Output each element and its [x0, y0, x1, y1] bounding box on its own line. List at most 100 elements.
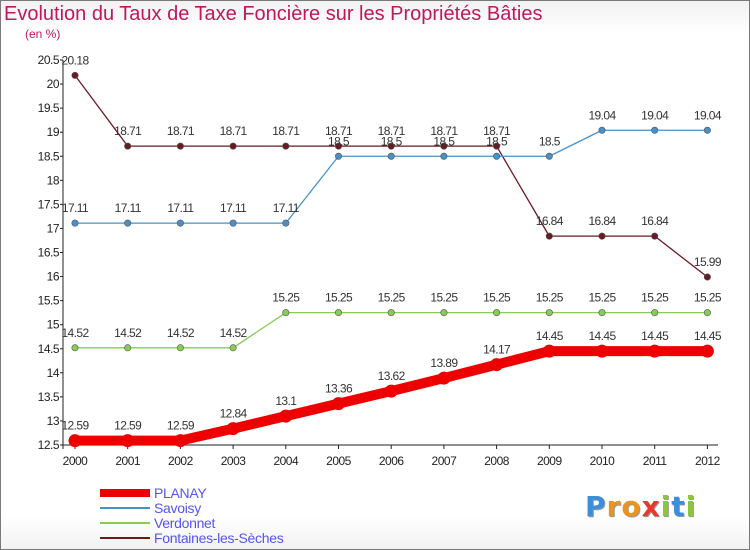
- y-tick-label: 12.5: [38, 438, 60, 452]
- data-point: [598, 309, 606, 317]
- data-point: [490, 358, 504, 372]
- y-tick-label: 17: [47, 221, 60, 235]
- data-label: 18.71: [430, 124, 458, 138]
- y-tick-label: 17.5: [38, 197, 60, 211]
- data-point: [542, 344, 556, 358]
- data-point: [279, 409, 293, 423]
- y-tick-label: 18.5: [38, 149, 60, 163]
- data-label: 14.52: [61, 326, 89, 340]
- data-label: 15.25: [483, 291, 511, 305]
- data-label: 20.18: [61, 53, 89, 67]
- data-label: 18.5: [381, 134, 403, 148]
- data-label: 13.1: [275, 394, 297, 408]
- data-point: [384, 384, 398, 398]
- legend-label: PLANAY: [154, 485, 207, 501]
- data-label: 14.52: [167, 326, 195, 340]
- y-tick-label: 14: [47, 366, 60, 380]
- data-point: [229, 344, 237, 352]
- data-label: 15.25: [694, 291, 722, 305]
- data-point: [176, 219, 184, 227]
- data-label: 15.25: [430, 291, 458, 305]
- x-tick-label: 2007: [432, 454, 458, 468]
- y-tick-label: 14.5: [38, 342, 60, 356]
- data-point: [387, 152, 395, 160]
- data-label: 19.04: [694, 108, 722, 122]
- unit-label: (en %): [25, 27, 61, 41]
- data-point: [651, 126, 659, 134]
- data-label: 17.11: [167, 201, 194, 215]
- y-tick-label: 16.5: [38, 246, 60, 260]
- chart-title: Evolution du Taux de Taxe Foncière sur l…: [4, 3, 543, 25]
- data-label: 18.5: [433, 134, 455, 148]
- data-label: 14.45: [641, 329, 669, 343]
- x-tick-label: 2003: [221, 454, 247, 468]
- data-label: 18.71: [114, 124, 142, 138]
- data-point: [334, 309, 342, 317]
- data-point: [648, 344, 662, 358]
- y-tick-label: 15.5: [38, 294, 60, 308]
- data-label: 18.71: [220, 124, 248, 138]
- data-point: [387, 309, 395, 317]
- data-label: 15.25: [588, 291, 616, 305]
- data-label: 15.99: [694, 255, 722, 269]
- data-point: [545, 152, 553, 160]
- x-tick-label: 2001: [115, 454, 141, 468]
- data-label: 14.45: [588, 329, 616, 343]
- x-tick-label: 2009: [537, 454, 563, 468]
- data-label: 17.11: [62, 201, 89, 215]
- data-label: 19.04: [641, 108, 669, 122]
- logo-letter: o: [621, 490, 642, 523]
- data-point: [703, 309, 711, 317]
- data-label: 18.71: [272, 124, 300, 138]
- data-point: [334, 152, 342, 160]
- y-tick-label: 15: [47, 318, 60, 332]
- x-tick-label: 2000: [63, 454, 89, 468]
- x-tick-label: 2008: [484, 454, 510, 468]
- series-line-fontaines-les-s-ches: [74, 75, 708, 278]
- data-point: [68, 434, 82, 448]
- data-label: 12.59: [114, 419, 142, 433]
- data-point: [173, 434, 187, 448]
- data-label: 18.71: [378, 124, 406, 138]
- data-point: [282, 309, 290, 317]
- y-tick-label: 13: [47, 414, 60, 428]
- data-point: [71, 71, 79, 79]
- logo-letter: x: [641, 490, 661, 523]
- y-tick-label: 19: [47, 125, 60, 139]
- data-label: 12.59: [167, 419, 195, 433]
- logo-letter: r: [606, 490, 622, 523]
- data-label: 16.84: [641, 214, 669, 228]
- data-label: 12.84: [220, 407, 248, 421]
- data-label: 18.5: [486, 134, 508, 148]
- data-point: [651, 232, 659, 240]
- logo-letter: i: [660, 490, 672, 523]
- data-point: [176, 142, 184, 150]
- data-point: [229, 142, 237, 150]
- x-tick-label: 2002: [168, 454, 194, 468]
- data-point: [440, 152, 448, 160]
- data-label: 12.59: [61, 419, 89, 433]
- data-point: [282, 142, 290, 150]
- data-point: [493, 309, 501, 317]
- logo-letter: P: [585, 490, 607, 523]
- legend-swatch: [100, 537, 150, 539]
- data-point: [437, 371, 451, 385]
- x-tick-label: 2005: [326, 454, 352, 468]
- data-point: [598, 232, 606, 240]
- data-label: 14.45: [536, 329, 564, 343]
- logo-letter: i: [685, 490, 697, 523]
- data-point: [176, 344, 184, 352]
- data-label: 18.71: [483, 124, 511, 138]
- data-point: [226, 422, 240, 436]
- data-point: [651, 309, 659, 317]
- data-point: [545, 232, 553, 240]
- data-point: [387, 142, 395, 150]
- data-label: 18.5: [539, 134, 561, 148]
- data-label: 13.36: [325, 382, 353, 396]
- data-label: 14.52: [114, 326, 142, 340]
- data-point: [493, 152, 501, 160]
- data-label: 13.89: [430, 356, 458, 370]
- legend-swatch: [100, 522, 150, 524]
